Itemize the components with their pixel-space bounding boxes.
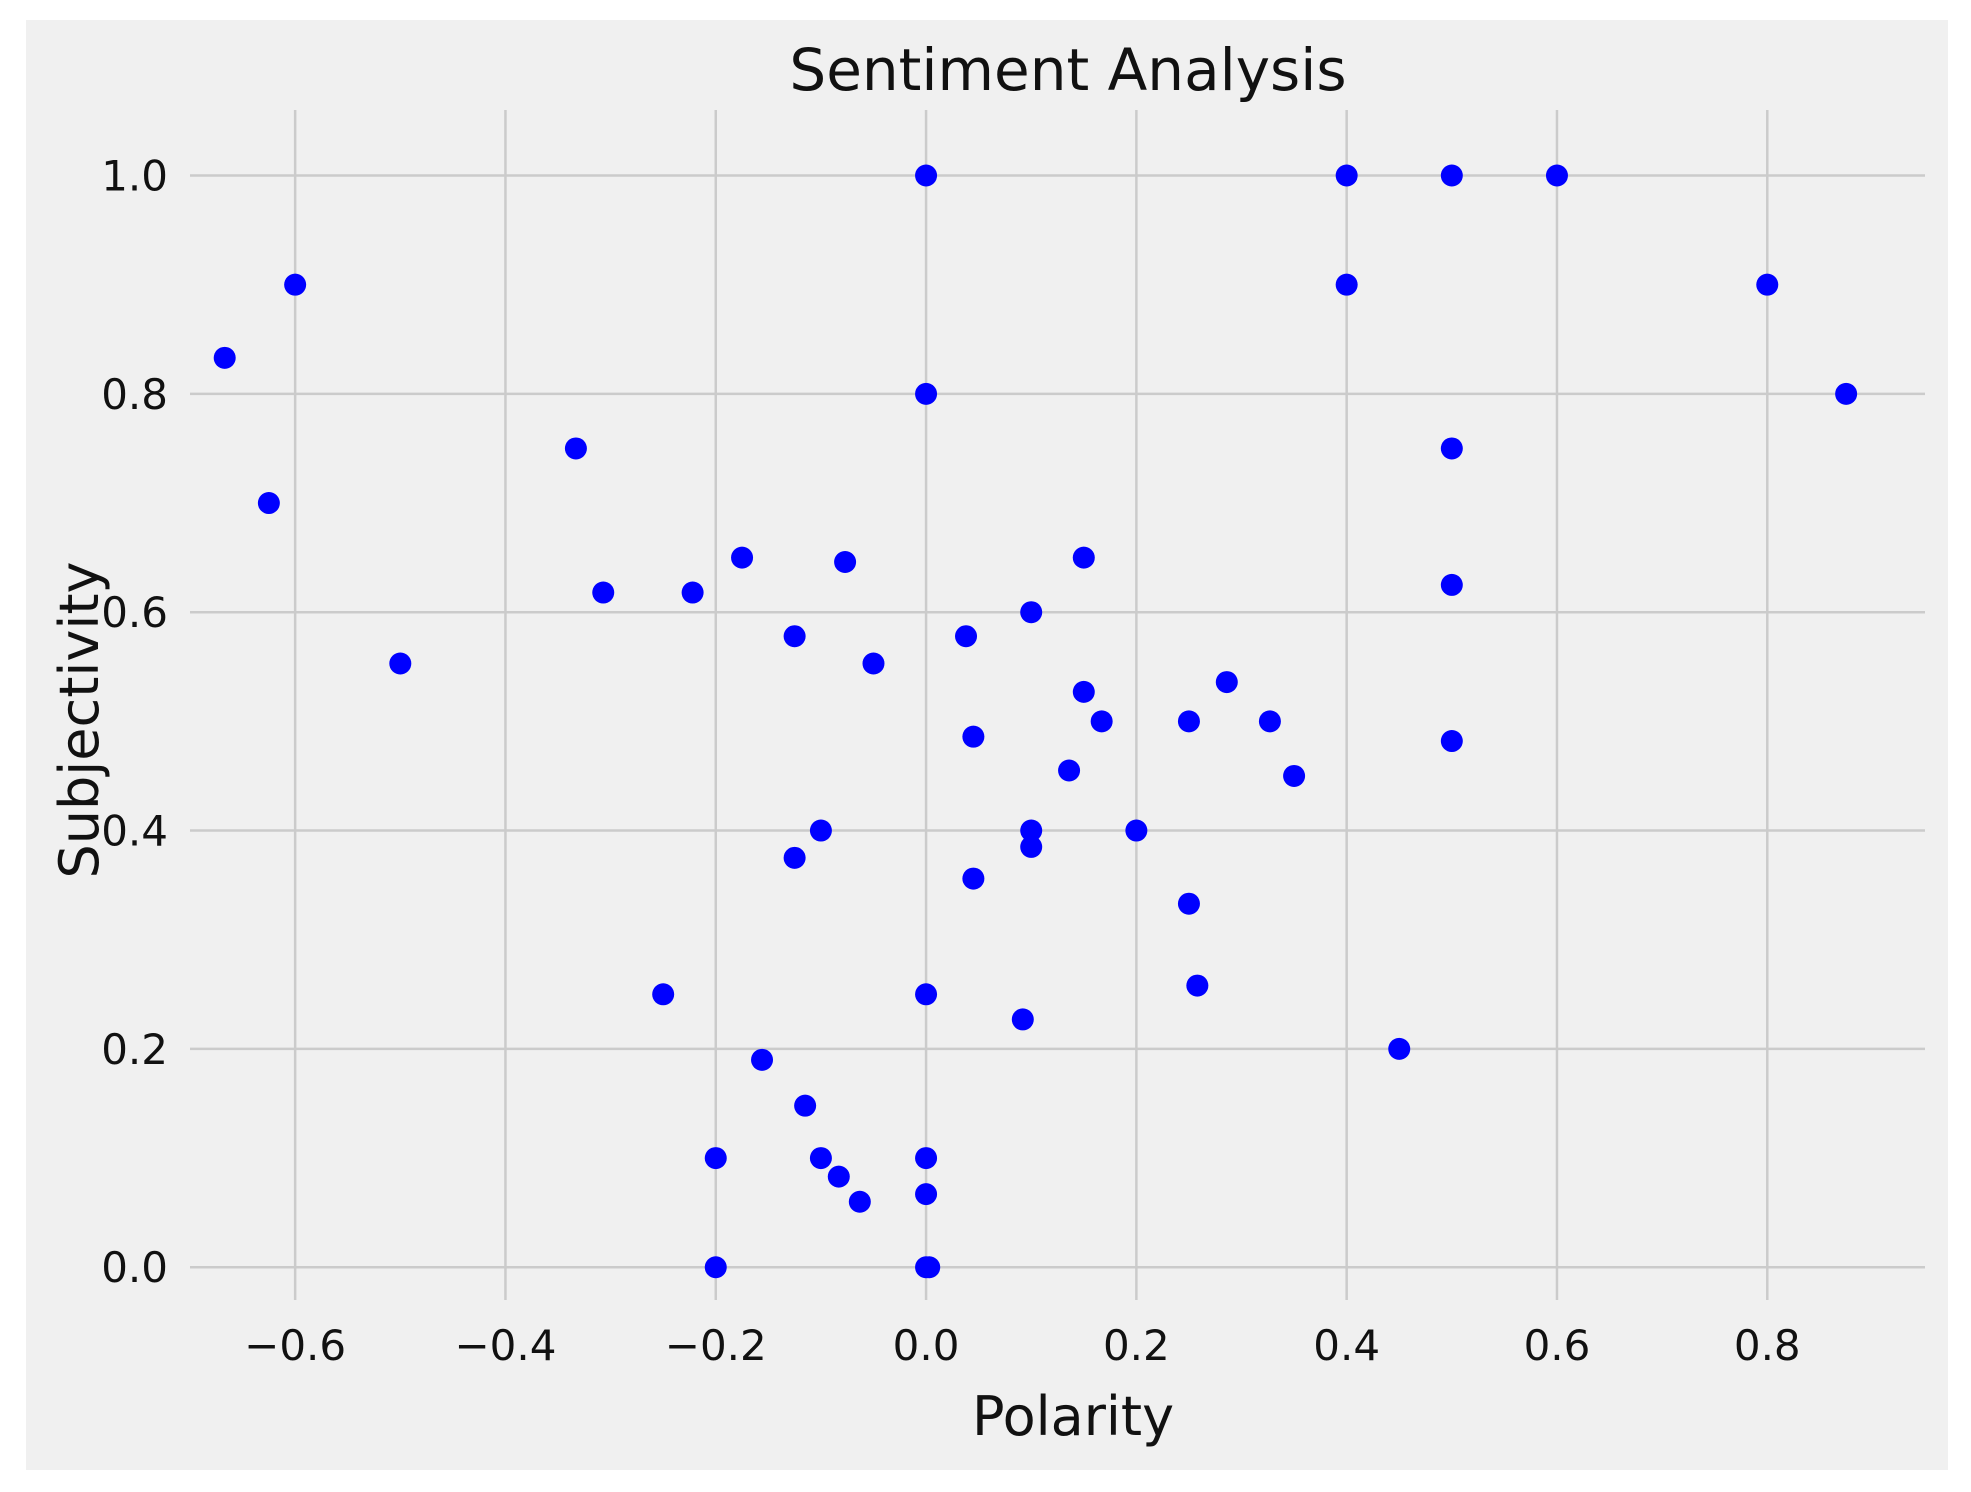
y-tick-labels: 0.0 0.2 0.4 0.6 0.8 1.0	[101, 152, 168, 1293]
data-point	[1335, 164, 1358, 187]
x-tick-label: −0.4	[454, 1321, 556, 1370]
x-tick-labels: −0.6 −0.4 −0.2 0.0 0.2 0.4 0.6 0.8	[244, 1321, 1801, 1370]
x-tick-label: 0.6	[1524, 1321, 1591, 1370]
data-point	[681, 581, 704, 604]
data-point	[389, 652, 412, 675]
data-point	[955, 625, 978, 648]
data-point	[1090, 710, 1113, 733]
x-tick-label: 0.0	[893, 1321, 960, 1370]
data-point	[1072, 680, 1095, 703]
data-point	[1072, 546, 1095, 569]
chart-title: Sentiment Analysis	[789, 36, 1346, 104]
data-point	[1215, 671, 1238, 694]
data-point	[704, 1256, 727, 1279]
data-point	[1177, 710, 1200, 733]
y-tick-label: 0.6	[101, 588, 168, 637]
data-point	[962, 725, 985, 748]
data-point	[834, 550, 857, 573]
data-point	[783, 846, 806, 869]
data-point	[827, 1165, 850, 1188]
y-tick-label: 0.2	[101, 1025, 168, 1074]
data-point	[1258, 710, 1281, 733]
y-tick-label: 1.0	[101, 152, 168, 201]
data-point	[918, 1256, 941, 1279]
data-point	[1186, 974, 1209, 997]
y-tick-label: 0.4	[101, 807, 168, 856]
data-point	[915, 983, 938, 1006]
data-point	[1440, 730, 1463, 753]
data-point	[1335, 273, 1358, 296]
data-point	[731, 546, 754, 569]
x-axis-label: Polarity	[972, 1385, 1174, 1448]
y-tick-label: 0.8	[101, 370, 168, 419]
data-points	[213, 164, 1858, 1279]
data-point	[1835, 382, 1858, 405]
data-point	[915, 164, 938, 187]
data-point	[1545, 164, 1568, 187]
data-point	[257, 492, 280, 515]
data-point	[1125, 819, 1148, 842]
data-point	[284, 273, 307, 296]
data-point	[1440, 164, 1463, 187]
data-point	[915, 382, 938, 405]
y-axis-label: Subjectivity	[48, 562, 111, 879]
x-tick-label: 0.4	[1313, 1321, 1380, 1370]
data-point	[1020, 835, 1043, 858]
data-point	[915, 1183, 938, 1206]
data-point	[1440, 573, 1463, 596]
x-tick-label: 0.2	[1103, 1321, 1170, 1370]
x-tick-label: 0.8	[1734, 1321, 1801, 1370]
data-point	[1440, 437, 1463, 460]
grid-lines	[190, 110, 1925, 1300]
data-point	[1011, 1008, 1034, 1031]
data-point	[1020, 601, 1043, 624]
data-point	[1388, 1037, 1411, 1060]
data-point	[962, 867, 985, 890]
x-tick-label: −0.6	[244, 1321, 346, 1370]
data-point	[783, 625, 806, 648]
data-point	[592, 581, 615, 604]
data-point	[848, 1190, 871, 1213]
data-point	[809, 819, 832, 842]
data-point	[862, 652, 885, 675]
data-point	[652, 983, 675, 1006]
data-point	[794, 1094, 817, 1117]
data-point	[564, 437, 587, 460]
figure-background	[26, 20, 1948, 1470]
data-point	[1283, 764, 1306, 787]
data-point	[213, 346, 236, 369]
data-point	[1177, 892, 1200, 915]
data-point	[1058, 759, 1081, 782]
data-point	[1020, 819, 1043, 842]
data-point	[1756, 273, 1779, 296]
data-point	[751, 1048, 774, 1071]
x-tick-label: −0.2	[665, 1321, 767, 1370]
data-point	[809, 1147, 832, 1170]
data-point	[704, 1147, 727, 1170]
y-tick-label: 0.0	[101, 1243, 168, 1292]
data-point	[915, 1147, 938, 1170]
